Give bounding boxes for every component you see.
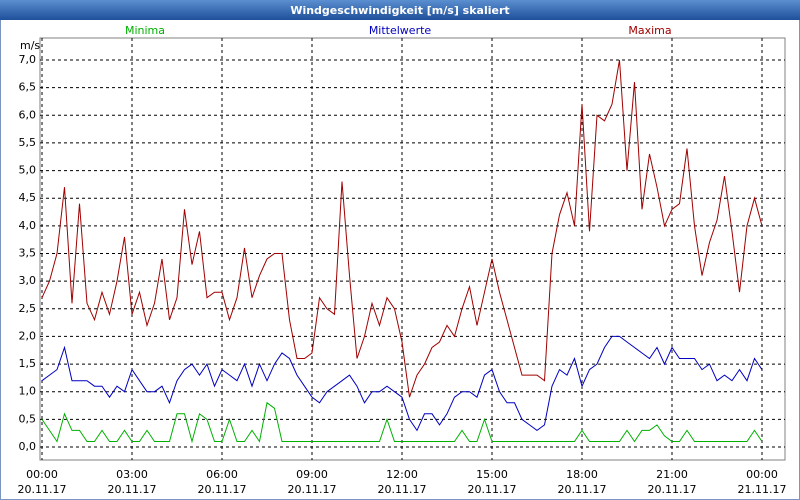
y-tick-label: 3,5 [19, 247, 37, 260]
y-tick-label: 3,0 [19, 274, 37, 287]
y-tick-label: 1,5 [19, 357, 37, 370]
title-bar [0, 0, 800, 20]
x-tick-label: 03:00 [116, 468, 148, 481]
y-tick-label: 1,0 [19, 385, 37, 398]
x-tick-date: 20.11.17 [18, 483, 67, 496]
x-tick-label: 00:00 [26, 468, 58, 481]
y-tick-label: 0,0 [19, 440, 37, 453]
x-tick-date: 20.11.17 [198, 483, 247, 496]
x-tick-date: 20.11.17 [468, 483, 517, 496]
y-axis-label: m/s [20, 39, 40, 52]
y-tick-label: 2,5 [19, 302, 37, 315]
y-tick-label: 2,0 [19, 329, 37, 342]
x-tick-date: 21.11.17 [738, 483, 787, 496]
y-tick-label: 5,5 [19, 136, 37, 149]
series-line [41, 59, 763, 398]
y-tick-label: 5,0 [19, 164, 37, 177]
x-tick-date: 20.11.17 [378, 483, 427, 496]
legend-label: Mittelwerte [369, 24, 432, 37]
x-tick-date: 20.11.17 [648, 483, 697, 496]
x-tick-label: 21:00 [656, 468, 688, 481]
y-tick-label: 6,0 [19, 108, 37, 121]
x-tick-label: 06:00 [206, 468, 238, 481]
y-tick-label: 0,5 [19, 412, 37, 425]
x-tick-date: 20.11.17 [108, 483, 157, 496]
plot-area [39, 37, 786, 461]
legend-label: Maxima [628, 24, 671, 37]
x-tick-label: 00:00 [746, 468, 778, 481]
x-tick-label: 18:00 [566, 468, 598, 481]
y-tick-label: 6,5 [19, 81, 37, 94]
x-tick-label: 15:00 [476, 468, 508, 481]
series-line [41, 335, 763, 432]
y-tick-label: 4,5 [19, 191, 37, 204]
x-tick-label: 09:00 [296, 468, 328, 481]
x-tick-label: 12:00 [386, 468, 418, 481]
y-tick-label: 4,0 [19, 219, 37, 232]
x-tick-date: 20.11.17 [558, 483, 607, 496]
series-line [41, 401, 763, 444]
chart-title: Windgeschwindigkeit [m/s] skaliert [290, 4, 509, 17]
y-tick-label: 7,0 [19, 53, 37, 66]
x-tick-date: 20.11.17 [288, 483, 337, 496]
legend-label: Minima [125, 24, 165, 37]
